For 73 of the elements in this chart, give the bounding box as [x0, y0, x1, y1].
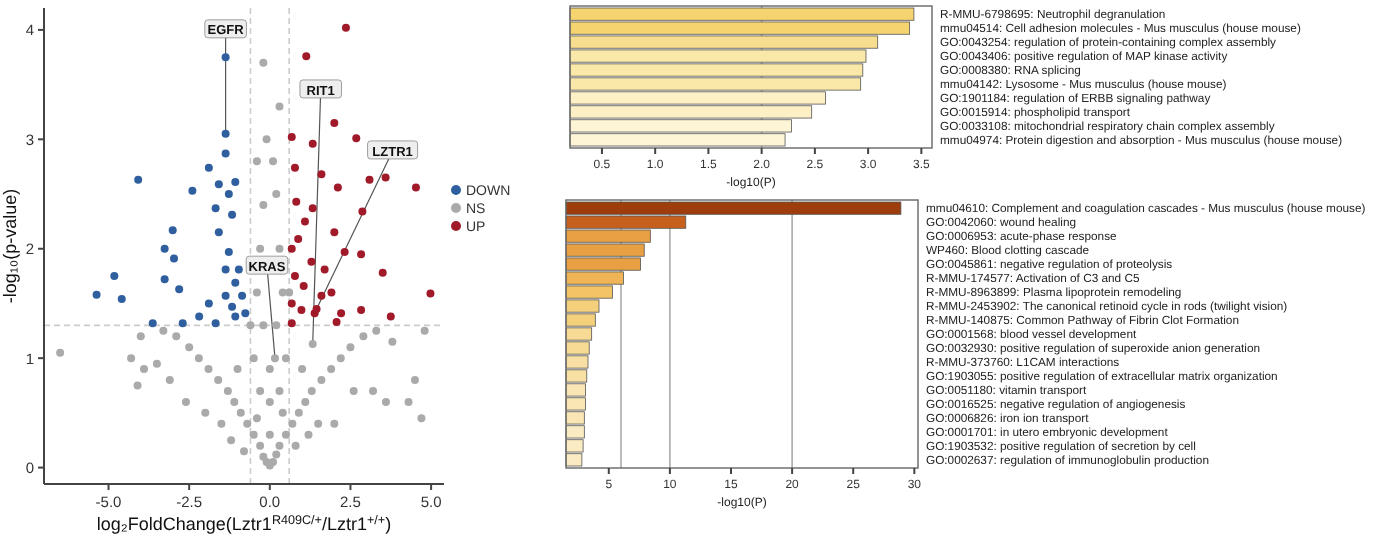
point	[92, 290, 101, 299]
point	[195, 312, 204, 321]
point	[160, 244, 169, 253]
point	[170, 254, 178, 263]
point	[378, 268, 387, 277]
point	[228, 210, 237, 219]
point	[330, 118, 339, 127]
point	[292, 197, 301, 206]
point	[312, 304, 321, 313]
point	[290, 163, 299, 172]
point	[238, 291, 247, 300]
point	[302, 52, 311, 61]
point	[365, 175, 374, 184]
point	[168, 226, 177, 235]
point	[327, 288, 336, 297]
point	[381, 173, 390, 182]
point	[231, 177, 240, 186]
point	[332, 318, 341, 327]
point	[211, 319, 220, 328]
point	[221, 149, 230, 158]
point	[357, 250, 366, 259]
point	[341, 23, 350, 32]
point	[317, 291, 326, 300]
point	[214, 228, 223, 237]
point	[290, 272, 299, 281]
y-axis-title: -log₁₀(p-value)	[0, 188, 20, 304]
point	[241, 309, 250, 318]
point	[308, 204, 317, 213]
point	[287, 133, 296, 142]
point	[357, 306, 366, 315]
point	[228, 302, 237, 311]
point	[426, 289, 435, 298]
point	[160, 275, 169, 284]
point	[317, 170, 326, 179]
point	[320, 265, 329, 274]
point	[110, 272, 119, 281]
point	[340, 248, 349, 257]
point	[221, 53, 230, 62]
point	[134, 175, 143, 184]
point	[231, 278, 240, 287]
point	[352, 134, 361, 143]
point	[287, 319, 296, 328]
x-axis-title: log₂FoldChange(Lztr1$^{R409C/+}$/Lztr1$^{+/+}$)	[96, 513, 392, 534]
point	[188, 186, 197, 195]
point	[294, 234, 303, 243]
point	[221, 265, 230, 274]
point	[307, 257, 316, 266]
point	[234, 265, 243, 274]
point	[175, 285, 184, 294]
point	[211, 204, 220, 213]
point	[358, 207, 367, 216]
point	[287, 299, 296, 308]
point	[386, 312, 395, 321]
point	[337, 309, 346, 318]
point	[214, 180, 223, 189]
point	[221, 129, 230, 138]
point	[224, 248, 233, 257]
point	[287, 244, 296, 253]
point	[178, 319, 187, 328]
point	[224, 190, 233, 199]
point	[297, 306, 306, 315]
point	[204, 163, 213, 172]
point	[117, 295, 126, 304]
point	[330, 228, 339, 237]
point	[333, 183, 342, 192]
point	[148, 319, 157, 328]
point	[221, 291, 230, 300]
point	[308, 139, 317, 148]
point	[204, 299, 213, 308]
point	[299, 281, 308, 290]
point	[231, 312, 240, 321]
point	[300, 217, 309, 226]
point	[411, 183, 420, 192]
